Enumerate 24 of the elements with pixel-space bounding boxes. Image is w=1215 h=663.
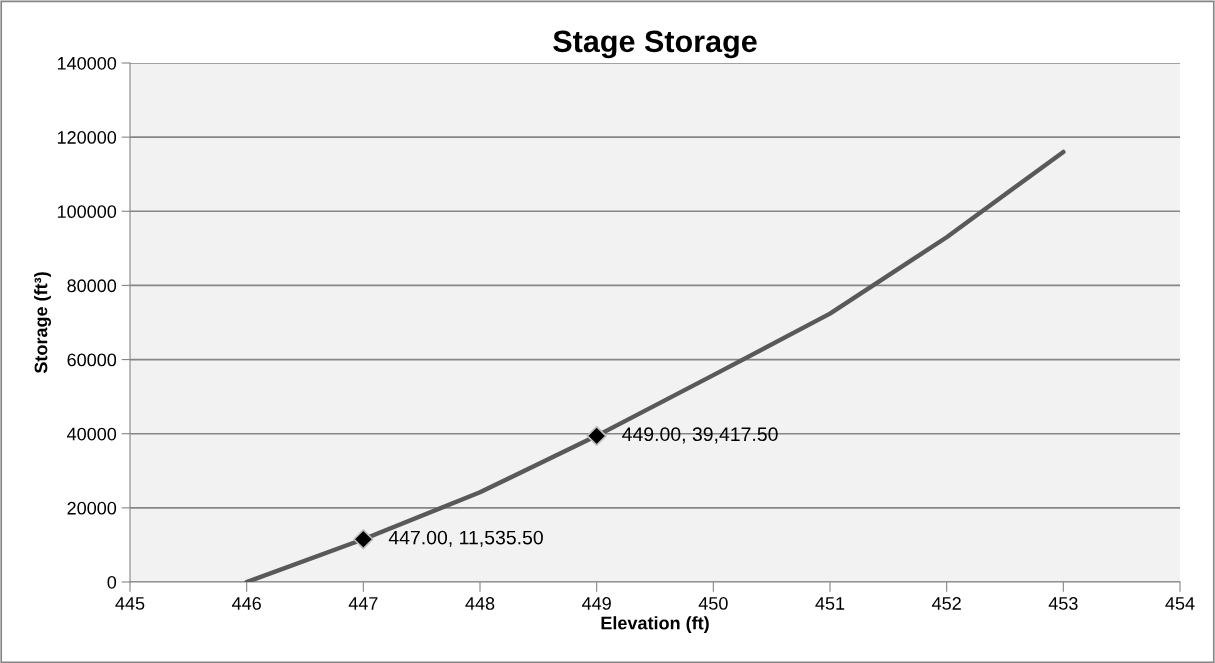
x-tick-label: 449 bbox=[582, 597, 611, 610]
x-tick-label: 450 bbox=[698, 597, 728, 610]
y-tick-label: 100000 bbox=[57, 205, 117, 219]
x-axis-title: Elevation (ft) bbox=[601, 616, 709, 634]
y-tick-label: 0 bbox=[107, 575, 117, 589]
y-axis-title: Storage (ft³) bbox=[34, 272, 52, 374]
y-tick-label: 120000 bbox=[57, 131, 117, 144]
annotation: 449.00, 39,417.50 bbox=[622, 427, 778, 444]
y-tick-label: 40000 bbox=[67, 427, 117, 441]
chart-title: Stage Storage bbox=[553, 30, 757, 59]
x-tick-label: 448 bbox=[465, 597, 495, 610]
x-tick-label: 454 bbox=[1165, 597, 1195, 610]
line-series bbox=[244, 149, 1066, 582]
x-tick-label: 452 bbox=[932, 597, 961, 610]
x-tick-label: 446 bbox=[232, 597, 261, 610]
x-tick-label: 445 bbox=[115, 597, 145, 610]
x-tick-label: 453 bbox=[1048, 597, 1078, 610]
y-tick-label: 20000 bbox=[67, 501, 117, 515]
y-tick-label: 80000 bbox=[67, 279, 117, 293]
y-tick-label: 60000 bbox=[67, 353, 117, 367]
x-tick-label: 447 bbox=[348, 597, 378, 610]
y-tick-label: 140000 bbox=[57, 56, 117, 70]
annotation: 447.00, 11,535.50 bbox=[388, 530, 543, 547]
x-tick-label: 451 bbox=[815, 597, 845, 610]
